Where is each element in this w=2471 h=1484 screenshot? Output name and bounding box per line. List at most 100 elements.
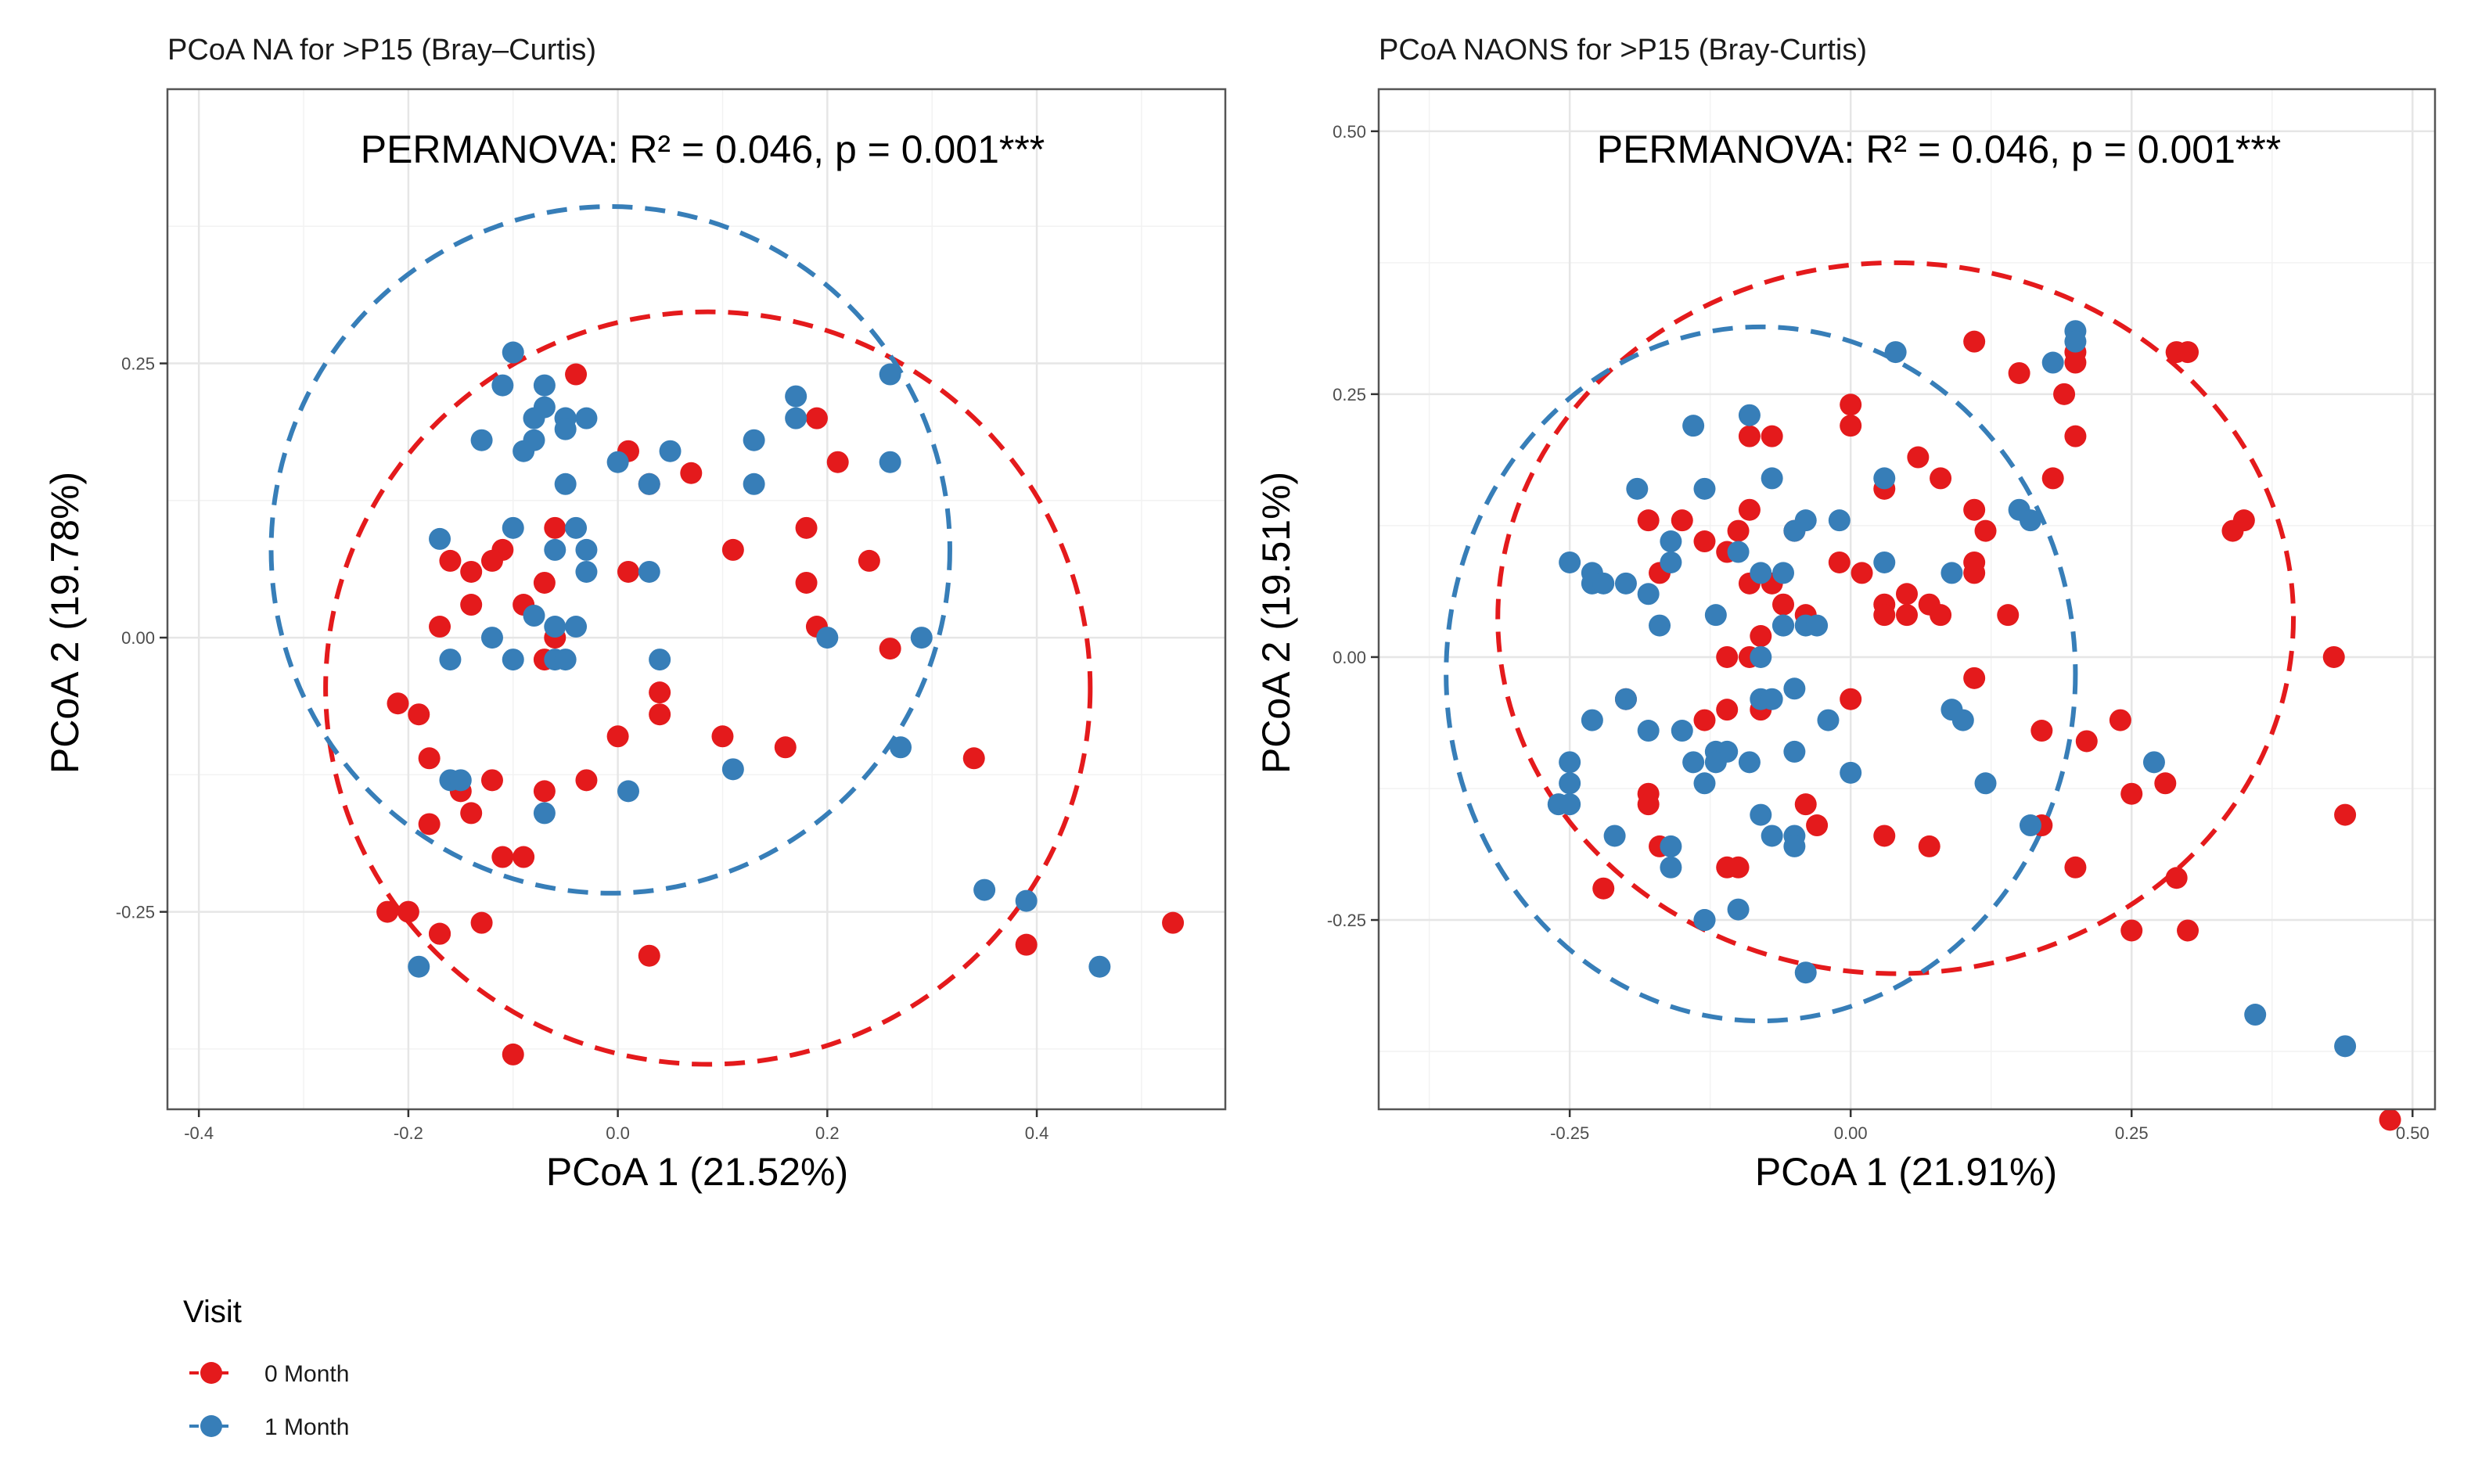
point-1-month: [544, 616, 566, 638]
point-1-month: [1704, 604, 1727, 627]
point-1-month: [1649, 614, 1671, 637]
point-1-month: [1951, 709, 1974, 731]
point-0-month: [2165, 867, 2188, 889]
y-tick-label: -0.25: [116, 903, 155, 922]
point-0-month: [513, 846, 535, 868]
legend-entry-0-month: 0 Month: [189, 1361, 349, 1387]
point-0-month: [544, 516, 566, 539]
x-tick-label: 0.25: [2115, 1123, 2149, 1143]
point-1-month: [1750, 803, 1772, 826]
point-0-month: [617, 560, 639, 583]
point-1-month: [513, 440, 535, 462]
point-0-month: [2334, 803, 2357, 826]
point-0-month: [575, 769, 598, 792]
legend-label-0-month: 0 Month: [264, 1361, 349, 1387]
point-0-month: [1828, 551, 1851, 573]
point-0-month: [1918, 835, 1940, 857]
point-1-month: [480, 627, 503, 649]
point-0-month: [1738, 425, 1761, 447]
point-0-month: [1873, 825, 1896, 847]
point-0-month: [2154, 772, 2177, 795]
point-1-month: [1682, 751, 1705, 774]
point-1-month: [1794, 961, 1817, 984]
point-1-month: [1660, 856, 1682, 879]
point-0-month: [805, 407, 828, 429]
point-0-month: [1840, 393, 1862, 416]
point-1-month: [2334, 1035, 2357, 1058]
point-0-month: [1637, 793, 1660, 816]
point-0-month: [418, 813, 441, 835]
point-1-month: [1682, 415, 1705, 437]
point-0-month: [1873, 604, 1896, 627]
point-1-month: [1693, 772, 1716, 795]
point-1-month: [1738, 404, 1761, 426]
point-1-month: [1940, 562, 1963, 584]
point-1-month: [743, 473, 765, 495]
point-1-month: [1873, 551, 1896, 573]
ellipse-0-month: [323, 309, 1093, 1067]
point-1-month: [890, 736, 912, 759]
point-1-month: [575, 538, 598, 561]
x-tick-label: -0.2: [394, 1123, 423, 1143]
point-1-month: [785, 385, 807, 408]
point-0-month: [429, 922, 451, 945]
point-0-month: [962, 747, 985, 770]
point-0-month: [1693, 530, 1716, 553]
point-0-month: [1162, 911, 1185, 934]
point-1-month: [1772, 614, 1795, 637]
point-1-month: [449, 769, 472, 792]
point-1-month: [1840, 761, 1862, 784]
point-0-month: [2064, 425, 2087, 447]
x-axis-label: PCoA 1 (21.91%): [1755, 1150, 2057, 1194]
point-0-month: [1750, 625, 1772, 648]
point-1-month: [2019, 814, 2041, 837]
point-1-month: [1592, 572, 1615, 595]
point-1-month: [910, 627, 933, 649]
point-0-month: [2075, 730, 2098, 753]
point-0-month: [1851, 562, 1873, 584]
x-tick-label: 0.50: [2396, 1123, 2430, 1143]
point-1-month: [1559, 772, 1581, 795]
point-1-month: [638, 473, 660, 495]
point-1-month: [1693, 477, 1716, 500]
point-1-month: [1750, 645, 1772, 668]
legend-label-1-month: 1 Month: [264, 1414, 349, 1440]
point-0-month: [1840, 415, 1862, 437]
point-1-month: [1727, 541, 1750, 563]
legend-key-1-month: [200, 1415, 222, 1437]
point-1-month: [408, 955, 430, 978]
point-0-month: [721, 538, 744, 561]
plot-frame: [166, 88, 1227, 1111]
point-1-month: [1794, 509, 1817, 532]
point-0-month: [2064, 856, 2087, 879]
y-tick-label: 0.00: [121, 628, 155, 648]
point-0-month: [1997, 604, 2020, 627]
point-1-month: [1614, 572, 1637, 595]
point-0-month: [1693, 709, 1716, 731]
point-1-month: [1660, 835, 1682, 857]
point-0-month: [565, 363, 588, 386]
point-1-month: [2142, 751, 2165, 774]
y-tick-label: 0.50: [1333, 122, 1366, 142]
data-points: [1547, 320, 2401, 1131]
point-0-month: [638, 944, 660, 967]
point-0-month: [1840, 688, 1862, 710]
point-1-month: [1660, 530, 1682, 553]
y-axis-label: PCoA 2 (19.78%): [43, 472, 87, 774]
point-0-month: [2053, 383, 2076, 405]
point-0-month: [1772, 593, 1795, 616]
point-1-month: [1626, 477, 1649, 500]
point-1-month: [1559, 793, 1581, 816]
point-1-month: [1750, 562, 1772, 584]
y-tick-label: -0.25: [1327, 911, 1366, 930]
ellipse-0-month: [1495, 260, 2297, 976]
point-1-month: [879, 363, 901, 386]
point-0-month: [2109, 709, 2131, 731]
point-1-month: [1817, 709, 1840, 731]
chart-title: PCoA NAONS for >P15 (Bray-Curtis): [1379, 34, 1867, 66]
point-0-month: [533, 571, 556, 594]
point-1-month: [1559, 751, 1581, 774]
point-0-month: [1963, 562, 1986, 584]
point-0-month: [2177, 341, 2199, 364]
